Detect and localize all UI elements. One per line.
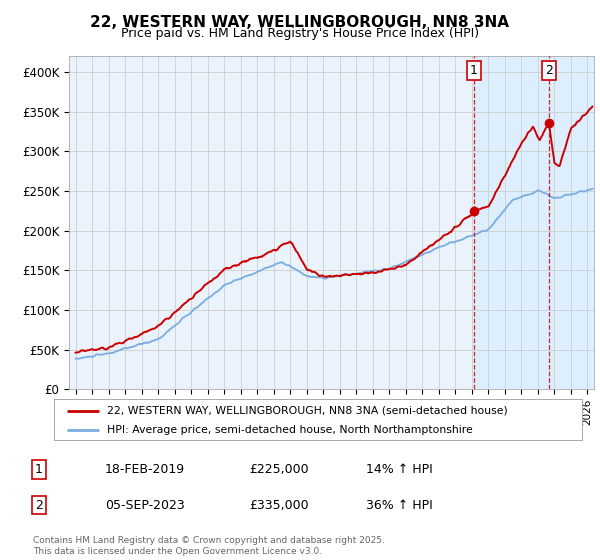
Text: 22, WESTERN WAY, WELLINGBOROUGH, NN8 3NA (semi-detached house): 22, WESTERN WAY, WELLINGBOROUGH, NN8 3NA… xyxy=(107,405,508,416)
Text: 18-FEB-2019: 18-FEB-2019 xyxy=(105,463,185,476)
Text: Price paid vs. HM Land Registry's House Price Index (HPI): Price paid vs. HM Land Registry's House … xyxy=(121,27,479,40)
Text: HPI: Average price, semi-detached house, North Northamptonshire: HPI: Average price, semi-detached house,… xyxy=(107,424,473,435)
Text: 14% ↑ HPI: 14% ↑ HPI xyxy=(366,463,433,476)
Text: 2: 2 xyxy=(545,64,553,77)
Text: 2: 2 xyxy=(35,498,43,512)
Text: £225,000: £225,000 xyxy=(249,463,308,476)
Bar xyxy=(474,56,600,389)
Text: 1: 1 xyxy=(35,463,43,476)
Text: £335,000: £335,000 xyxy=(249,498,308,512)
Text: 22, WESTERN WAY, WELLINGBOROUGH, NN8 3NA: 22, WESTERN WAY, WELLINGBOROUGH, NN8 3NA xyxy=(91,15,509,30)
Text: Contains HM Land Registry data © Crown copyright and database right 2025.
This d: Contains HM Land Registry data © Crown c… xyxy=(33,536,385,556)
Text: 1: 1 xyxy=(470,64,478,77)
Text: 36% ↑ HPI: 36% ↑ HPI xyxy=(366,498,433,512)
Text: 05-SEP-2023: 05-SEP-2023 xyxy=(105,498,185,512)
